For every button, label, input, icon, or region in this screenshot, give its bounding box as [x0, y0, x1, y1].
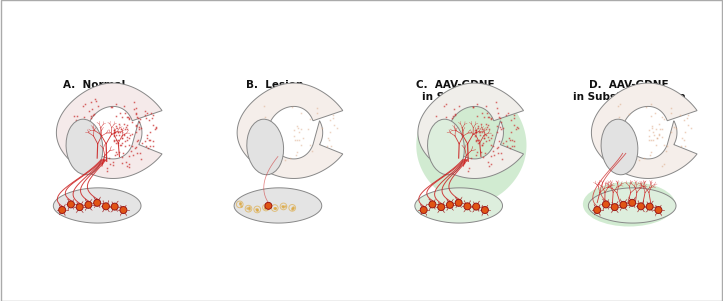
Circle shape — [629, 199, 636, 206]
Polygon shape — [589, 188, 676, 223]
Circle shape — [429, 201, 436, 208]
Ellipse shape — [427, 119, 464, 175]
Circle shape — [455, 199, 462, 206]
Ellipse shape — [583, 182, 675, 227]
Polygon shape — [415, 188, 502, 223]
Circle shape — [85, 201, 92, 208]
Circle shape — [111, 203, 118, 210]
Polygon shape — [591, 83, 697, 178]
Circle shape — [103, 203, 109, 210]
Circle shape — [646, 203, 653, 210]
Polygon shape — [418, 83, 523, 178]
Text: A.  Normal: A. Normal — [63, 80, 125, 90]
Circle shape — [594, 206, 601, 213]
Ellipse shape — [247, 119, 283, 175]
Circle shape — [611, 203, 618, 211]
Circle shape — [446, 201, 453, 208]
Text: D.  AAV-GDNF
in Substantia nigra: D. AAV-GDNF in Substantia nigra — [573, 80, 685, 102]
Polygon shape — [56, 83, 162, 178]
Circle shape — [437, 203, 445, 211]
Polygon shape — [237, 83, 343, 178]
Circle shape — [420, 206, 427, 213]
Polygon shape — [234, 188, 322, 223]
Circle shape — [59, 206, 66, 213]
Circle shape — [482, 206, 489, 213]
Circle shape — [265, 202, 272, 209]
Polygon shape — [416, 83, 526, 204]
Text: C.  AAV-GDNF
in Striatum: C. AAV-GDNF in Striatum — [416, 80, 495, 102]
Circle shape — [120, 206, 127, 213]
Circle shape — [473, 203, 479, 210]
Circle shape — [620, 201, 627, 208]
Polygon shape — [54, 188, 141, 223]
Ellipse shape — [66, 119, 103, 175]
Circle shape — [76, 203, 83, 211]
Circle shape — [94, 199, 100, 206]
Circle shape — [655, 206, 662, 213]
Circle shape — [464, 203, 471, 210]
Text: B.  Lesion: B. Lesion — [246, 80, 304, 90]
Circle shape — [67, 201, 74, 208]
Ellipse shape — [601, 119, 638, 175]
Circle shape — [602, 201, 609, 208]
Circle shape — [638, 203, 644, 210]
